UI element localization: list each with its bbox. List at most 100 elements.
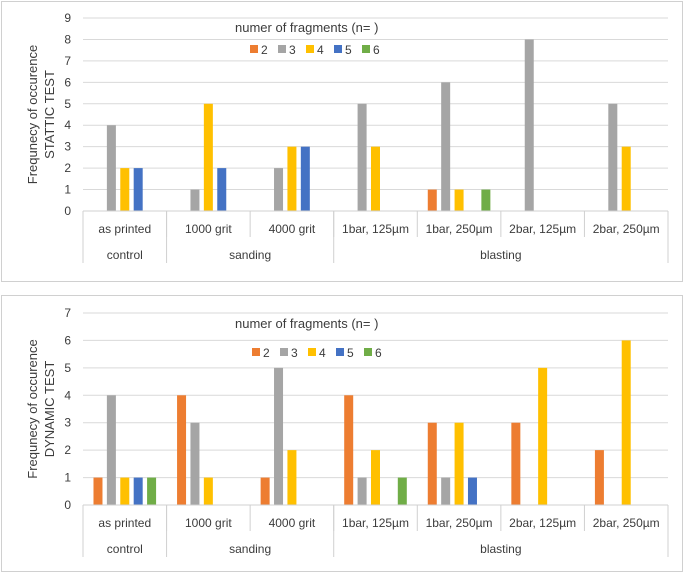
chart-1-y-tick-label: 2 — [64, 443, 71, 457]
chart-0-y-tick-label: 1 — [64, 183, 71, 197]
chart-0-legend-swatch-3 — [278, 45, 286, 53]
chart-1-y-axis-title-line2: DYNAMIC TEST — [42, 361, 57, 458]
chart-1-legend-label-6: 6 — [375, 346, 382, 360]
chart-1-legend-label-3: 3 — [291, 346, 298, 360]
static-test-chart: 0 1 2 3 4 5 6 7 8 9 as printed 1000 grit 4000 grit 1b… — [25, 11, 669, 263]
chart-0-y-tick-label: 8 — [64, 32, 71, 46]
chart-0-y-axis-title-line2: STATTIC TEST — [42, 70, 57, 159]
chart-1-y-tick-label: 0 — [64, 498, 71, 512]
chart-1-x-tick-label: 1000 grit — [185, 516, 232, 530]
chart-1-bar-series-4 — [538, 367, 548, 505]
chart-1-legend-label-4: 4 — [319, 346, 326, 360]
chart-1-legend-label-5: 5 — [347, 346, 354, 360]
chart-0-bar-series-3 — [190, 189, 200, 211]
chart-1-bar-series-5 — [133, 477, 143, 505]
chart-1-bar-series-3 — [190, 422, 200, 505]
chart-0-bar-series-5 — [217, 168, 227, 211]
static-test-chart-panel: 0 1 2 3 4 5 6 7 8 9 as printed 1000 grit 4000 grit 1b… — [1, 1, 683, 282]
chart-0-y-tick-label: 0 — [64, 204, 71, 218]
chart-0-bar-series-5 — [300, 146, 310, 211]
chart-1-bar-series-4 — [203, 477, 213, 505]
chart-1-bar-series-4 — [120, 477, 130, 505]
dynamic-test-chart-panel: 0 1 2 3 4 5 6 7 as printed 1000 grit 4000 grit 1bar… — [1, 295, 683, 572]
chart-0-group-label: control — [107, 248, 143, 262]
chart-1-y-tick-label: 6 — [64, 333, 71, 347]
chart-0-bar-series-3 — [274, 168, 284, 211]
chart-1-legend-swatch-3 — [280, 348, 288, 356]
chart-1-x-tick-label: 1bar, 250µm — [426, 516, 493, 530]
chart-1-bar-series-4 — [454, 422, 464, 505]
chart-1-x-tick-label: 1bar, 125µm — [342, 516, 409, 530]
chart-1-y-tick-label: 7 — [64, 306, 71, 320]
chart-0-bar-series-3 — [106, 125, 116, 211]
chart-0-bar-series-3 — [608, 103, 618, 211]
chart-0-y-tick-label: 9 — [64, 11, 71, 25]
chart-0-x-tick-label: 1bar, 250µm — [426, 222, 493, 236]
chart-0-bar-series-3 — [441, 82, 451, 211]
chart-1-legend-swatch-2 — [252, 348, 260, 356]
chart-0-legend-swatch-2 — [250, 45, 258, 53]
chart-1-y-tick-label: 1 — [64, 471, 71, 485]
chart-0-bar-series-4 — [621, 146, 631, 211]
chart-1-y-tick-label: 4 — [64, 388, 71, 402]
chart-1-bar-series-2 — [344, 395, 354, 505]
chart-0-y-tick-label: 2 — [64, 161, 71, 175]
chart-1-bar-series-3 — [441, 477, 451, 505]
chart-1-legend-label-2: 2 — [263, 346, 270, 360]
chart-0-legend-swatch-5 — [334, 45, 342, 53]
chart-1-legend-swatch-5 — [336, 348, 344, 356]
chart-1-group-label: control — [107, 542, 143, 556]
chart-1-bar-series-3 — [274, 367, 284, 505]
chart-1-bar-series-2 — [427, 422, 437, 505]
chart-0-bar-series-4 — [287, 146, 297, 211]
chart-0-x-tick-label: 2bar, 125µm — [509, 222, 576, 236]
chart-1-bar-series-2 — [177, 395, 187, 505]
chart-1-bar-series-4 — [287, 450, 297, 505]
chart-0-bar-series-4 — [454, 189, 464, 211]
chart-1-y-tick-label: 5 — [64, 361, 71, 375]
chart-0-x-tick-label: 2bar, 250µm — [593, 222, 660, 236]
chart-1-bar-series-3 — [106, 395, 116, 505]
chart-0-y-tick-label: 4 — [64, 118, 71, 132]
chart-1-bar-series-2 — [594, 450, 604, 505]
chart-1-bar-series-2 — [260, 477, 270, 505]
chart-0-y-tick-label: 5 — [64, 97, 71, 111]
chart-0-bar-series-3 — [524, 39, 534, 211]
dynamic-test-chart: 0 1 2 3 4 5 6 7 as printed 1000 grit 4000 grit 1bar… — [25, 306, 669, 557]
chart-0-bar-series-2 — [427, 189, 437, 211]
chart-1-bar-series-4 — [621, 340, 631, 505]
chart-1-bar-series-4 — [371, 450, 380, 505]
chart-0-legend-label-5: 5 — [345, 43, 352, 57]
chart-0-bar-series-5 — [133, 168, 143, 211]
chart-0-legend-title: numer of fragments (n= ) — [235, 20, 378, 35]
chart-1-bar-series-2 — [93, 477, 103, 505]
chart-1-x-tick-label: 2bar, 250µm — [593, 516, 660, 530]
chart-1-legend-swatch-4 — [308, 348, 316, 356]
chart-1-x-tick-label: 4000 grit — [269, 516, 316, 530]
chart-0-x-tick-label: as printed — [98, 222, 151, 236]
chart-0-legend-label-4: 4 — [317, 43, 324, 57]
chart-0-bar-series-4 — [120, 168, 130, 211]
chart-0-x-tick-label: 4000 grit — [269, 222, 316, 236]
chart-0-bar-series-4 — [203, 103, 213, 211]
chart-0-y-tick-label: 3 — [64, 140, 71, 154]
chart-1-group-label: blasting — [480, 542, 521, 556]
chart-1-bar-series-3 — [357, 477, 367, 505]
chart-0-bar-series-3 — [357, 103, 367, 211]
chart-0-x-tick-label: 1000 grit — [185, 222, 232, 236]
chart-1-legend-title: numer of fragments (n= ) — [235, 316, 378, 331]
chart-0-y-axis-title-line1: Frequnecy of occurence — [25, 45, 40, 184]
chart-0-group-label: sanding — [229, 248, 271, 262]
chart-1-y-axis-title-line1: Frequnecy of occurence — [25, 339, 40, 478]
chart-0-group-label: blasting — [480, 248, 521, 262]
chart-0-y-tick-label: 6 — [64, 75, 71, 89]
chart-0-bar-series-4 — [371, 146, 380, 211]
chart-0-x-tick-label: 1bar, 125µm — [342, 222, 409, 236]
chart-0-legend-label-2: 2 — [261, 43, 268, 57]
chart-1-x-tick-label: as printed — [98, 516, 151, 530]
chart-1-legend-swatch-6 — [364, 348, 372, 356]
chart-1-bar-series-2 — [511, 422, 521, 505]
chart-0-legend-label-3: 3 — [289, 43, 296, 57]
chart-0-y-tick-label: 7 — [64, 54, 71, 68]
chart-1-bar-series-5 — [467, 477, 477, 505]
